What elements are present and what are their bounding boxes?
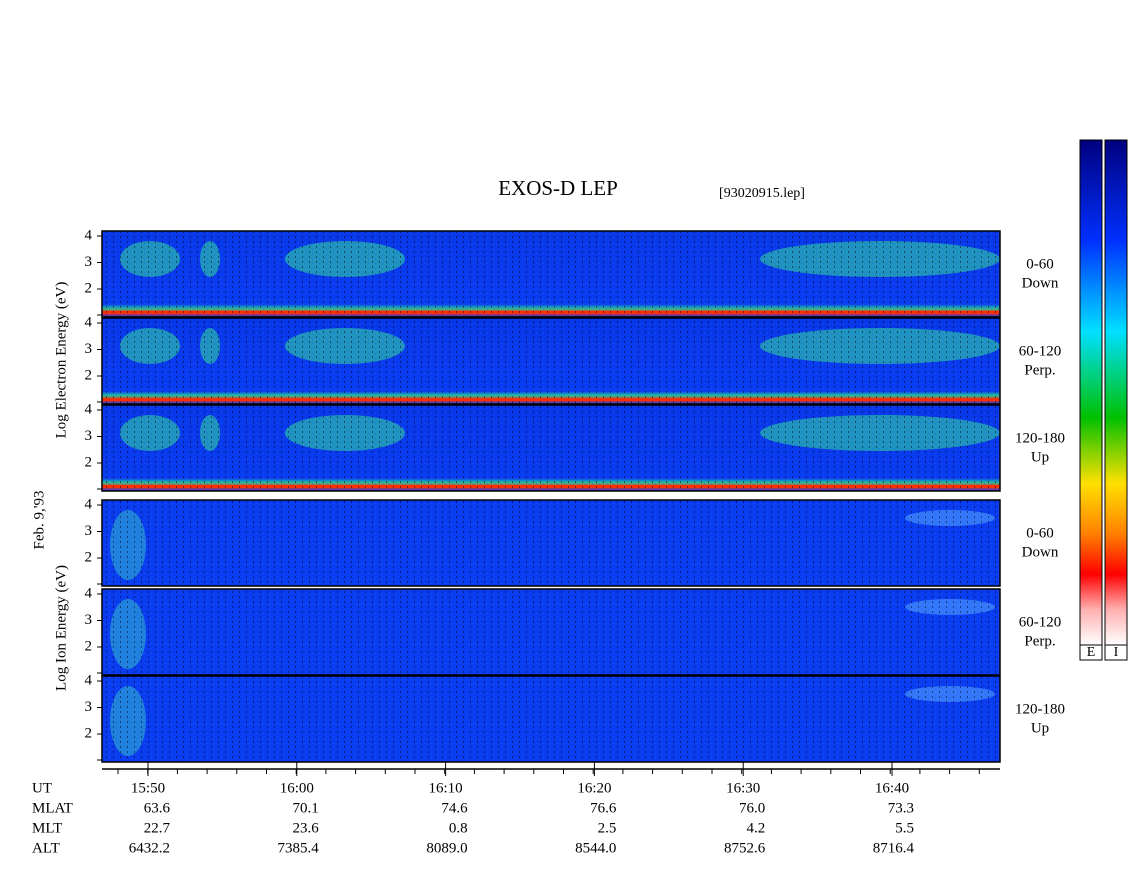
electron-axis-label: Log Electron Energy (eV) [53, 282, 69, 439]
panel-range: 0-60 [1026, 525, 1054, 541]
spectrogram-noise [102, 676, 1000, 762]
y-tick-label: 2 [85, 454, 93, 470]
y-tick-label: 3 [85, 699, 93, 715]
panel-range: 0-60 [1026, 256, 1054, 272]
y-tick-label: 4 [85, 227, 93, 243]
ephemeris-value: 2.5 [598, 820, 617, 836]
panel-frame [101, 675, 1001, 763]
time-label: 16:20 [577, 780, 611, 796]
ephemeris-value: 6432.2 [129, 840, 170, 856]
y-tick-label: 3 [85, 254, 93, 270]
ephemeris-value: 74.6 [441, 800, 468, 816]
colorbar-label: E [1087, 645, 1096, 660]
spectrogram-noise [102, 231, 1000, 317]
colorbar-label-box [1104, 644, 1128, 661]
row-label: UT [32, 780, 52, 796]
ephemeris-value: 23.6 [293, 820, 320, 836]
y-tick-label: 4 [85, 314, 93, 330]
spectrogram-noise [102, 589, 1000, 675]
y-tick-label: 4 [85, 585, 93, 601]
y-tick-label: 3 [85, 428, 93, 444]
panel-direction: Perp. [1024, 362, 1055, 378]
colorbar-label: I [1114, 645, 1119, 660]
y-tick-label: 3 [85, 341, 93, 357]
date-label: Feb. 9,'93 [31, 491, 47, 550]
ephemeris-value: 63.6 [144, 800, 171, 816]
file-name: [93020915.lep] [719, 186, 805, 201]
time-label: 16:30 [726, 780, 760, 796]
ephemeris-value: 70.1 [293, 800, 319, 816]
y-tick-label: 2 [85, 367, 93, 383]
panel-frame [101, 588, 1001, 676]
time-label: 16:40 [875, 780, 909, 796]
panel-range: 120-180 [1015, 430, 1065, 446]
y-tick-label: 4 [85, 672, 93, 688]
panel-frame [101, 404, 1001, 492]
spectrogram-noise [102, 500, 1000, 586]
row-label: MLT [32, 820, 62, 836]
panel-frame [101, 317, 1001, 405]
panel-direction: Up [1031, 449, 1049, 465]
ion-axis-label: Log Ion Energy (eV) [53, 565, 69, 691]
panel-direction: Up [1031, 720, 1049, 736]
panel-range: 60-120 [1019, 343, 1062, 359]
y-tick-label: 3 [85, 612, 93, 628]
time-label: 16:00 [280, 780, 314, 796]
ephemeris-value: 7385.4 [278, 840, 320, 856]
ephemeris-value: 8089.0 [426, 840, 467, 856]
panel-direction: Down [1022, 544, 1059, 560]
ephemeris-value: 22.7 [144, 820, 171, 836]
panel-direction: Down [1022, 275, 1059, 291]
colorbar [1079, 139, 1103, 646]
row-label: ALT [32, 840, 60, 856]
ephemeris-value: 76.0 [739, 800, 765, 816]
panel-range: 60-120 [1019, 614, 1062, 630]
y-tick-label: 2 [85, 280, 93, 296]
ephemeris-value: 0.8 [449, 820, 468, 836]
panel-direction: Perp. [1024, 633, 1055, 649]
ephemeris-value: 73.3 [888, 800, 914, 816]
ephemeris-value: 8544.0 [575, 840, 616, 856]
spectrogram-noise [102, 318, 1000, 404]
ephemeris-value: 76.6 [590, 800, 617, 816]
y-tick-label: 3 [85, 523, 93, 539]
time-label: 16:10 [429, 780, 463, 796]
ephemeris-value: 8716.4 [873, 840, 915, 856]
panel-frame [101, 499, 1001, 587]
y-tick-label: 2 [85, 549, 93, 565]
title: EXOS-D LEP [498, 176, 618, 200]
spectrogram-noise [102, 405, 1000, 491]
y-tick-label: 2 [85, 638, 93, 654]
panel-frame [101, 230, 1001, 318]
panel-range: 120-180 [1015, 701, 1065, 717]
y-tick-label: 2 [85, 725, 93, 741]
ephemeris-value: 4.2 [746, 820, 765, 836]
row-label: MLAT [32, 800, 73, 816]
colorbar-label-box [1079, 644, 1103, 661]
y-tick-label: 4 [85, 496, 93, 512]
ephemeris-value: 5.5 [895, 820, 914, 836]
y-tick-label: 4 [85, 401, 93, 417]
ephemeris-value: 8752.6 [724, 840, 766, 856]
colorbar [1104, 139, 1128, 646]
time-label: 15:50 [131, 780, 165, 796]
